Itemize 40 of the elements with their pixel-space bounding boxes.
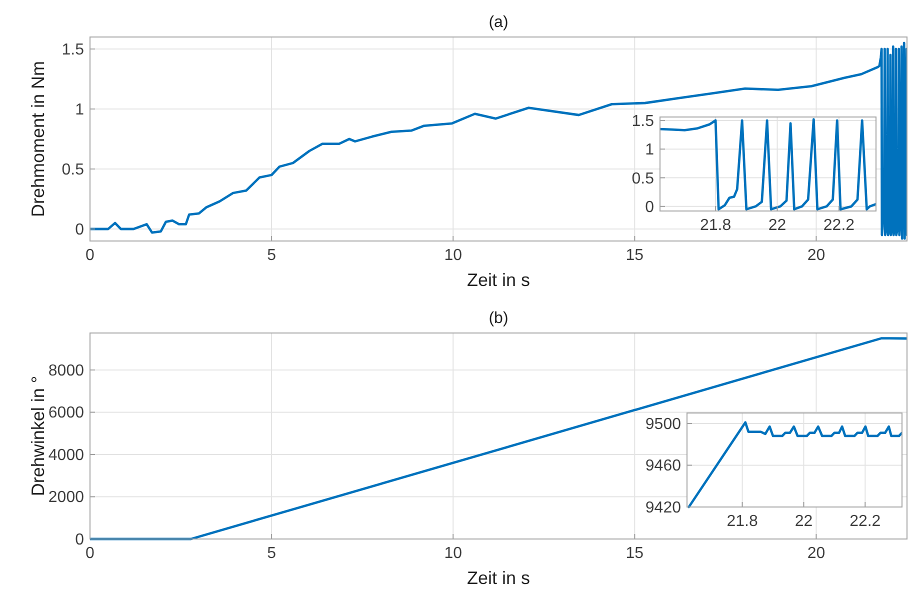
y-tick-label: 4000 bbox=[48, 446, 84, 464]
y-tick-label: 9500 bbox=[645, 416, 682, 433]
x-tick-label: 22 bbox=[794, 513, 813, 530]
x-tick-label: 21.8 bbox=[700, 217, 732, 234]
y-tick-label: 0.5 bbox=[632, 170, 654, 188]
x-tick-label: 15 bbox=[626, 247, 644, 264]
x-tick-label: 5 bbox=[267, 247, 276, 264]
y-tick-label: 9460 bbox=[645, 458, 682, 475]
x-axis-title: Zeit in s bbox=[466, 568, 530, 588]
x-tick-label: 10 bbox=[444, 545, 462, 562]
line-series bbox=[688, 421, 902, 508]
x-tick-label: 5 bbox=[267, 545, 276, 562]
line-series bbox=[90, 42, 907, 240]
y-axis-title: Drehmoment in Nm bbox=[28, 60, 48, 218]
y-tick-label: 1 bbox=[645, 142, 654, 159]
chart-title: (b) bbox=[488, 310, 508, 327]
y-tick-label: 0 bbox=[645, 198, 654, 216]
x-tick-label: 20 bbox=[807, 247, 826, 264]
x-tick-label: 22.2 bbox=[823, 217, 855, 234]
x-tick-label: 10 bbox=[444, 247, 462, 264]
y-tick-label: 6000 bbox=[48, 404, 84, 422]
x-tick-label: 22 bbox=[768, 217, 786, 234]
x-tick-label: 22.2 bbox=[850, 513, 881, 530]
y-tick-label: 1 bbox=[75, 102, 84, 118]
y-tick-label: 0 bbox=[75, 532, 84, 548]
x-tick-label: 21.8 bbox=[726, 513, 758, 530]
y-tick-label: 1.5 bbox=[632, 112, 654, 130]
x-tick-label: 20 bbox=[807, 545, 826, 562]
y-tick-label: 1.5 bbox=[62, 42, 84, 58]
y-tick-label: 0.5 bbox=[62, 162, 84, 178]
x-tick-label: 0 bbox=[86, 545, 95, 562]
x-tick-label: 0 bbox=[86, 247, 95, 264]
y-tick-label: 8000 bbox=[48, 362, 84, 380]
x-axis-title: Zeit in s bbox=[466, 270, 530, 290]
chart-title: (a) bbox=[488, 14, 508, 31]
line-series bbox=[660, 118, 876, 210]
y-tick-label: 2000 bbox=[48, 489, 84, 506]
x-tick-label: 15 bbox=[626, 545, 644, 562]
y-tick-label: 9420 bbox=[645, 500, 682, 516]
y-axis-title: Drehwinkel in ° bbox=[28, 376, 48, 496]
